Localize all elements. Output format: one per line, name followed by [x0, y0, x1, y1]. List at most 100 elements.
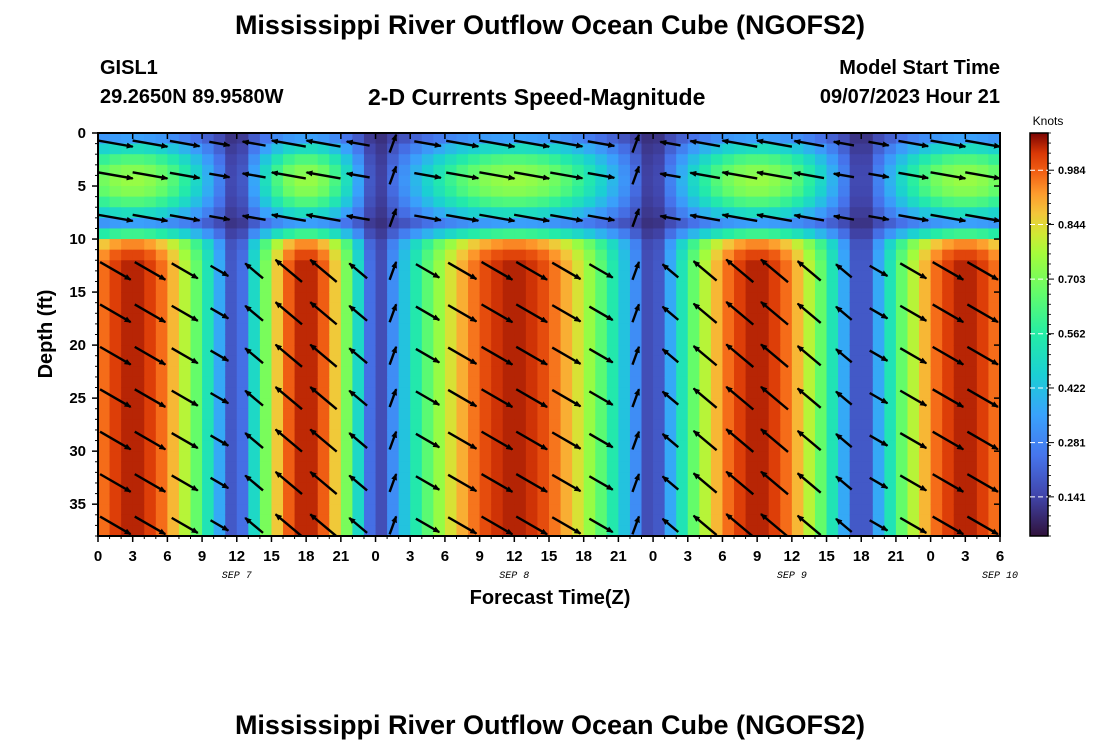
heat-cell	[872, 451, 885, 463]
heat-cell	[629, 186, 643, 198]
heat-cell	[121, 133, 134, 145]
heat-cell	[352, 525, 365, 536]
heat-cell	[549, 270, 562, 283]
heat-cell	[306, 376, 319, 389]
heat-cell	[664, 482, 677, 495]
heat-cell	[734, 355, 747, 367]
heat-cell	[988, 472, 1000, 484]
heat-cell	[363, 376, 377, 389]
heat-cell	[687, 366, 700, 378]
heat-cell	[155, 334, 168, 346]
heat-cell	[664, 164, 677, 177]
x-tick-label: 3	[129, 548, 137, 565]
current-vector	[692, 429, 718, 452]
heat-cell	[410, 207, 423, 219]
heat-cell	[745, 207, 758, 219]
heat-cell	[560, 482, 573, 495]
current-vector	[760, 428, 789, 453]
heat-cell	[375, 196, 388, 208]
heat-cell	[722, 429, 735, 442]
heat-cell	[618, 440, 631, 452]
heat-cell	[734, 461, 747, 473]
heat-cell	[849, 313, 862, 325]
heat-cell	[930, 504, 943, 516]
heat-cell	[283, 355, 296, 367]
heat-cell	[491, 429, 504, 442]
heat-cell	[653, 239, 666, 251]
heat-cell	[213, 451, 226, 463]
heat-cell	[814, 239, 828, 251]
heat-cell	[583, 398, 596, 410]
heat-cell	[283, 175, 296, 187]
heat-cell	[479, 239, 492, 251]
heat-cell	[861, 154, 874, 166]
heat-cell	[699, 440, 712, 452]
heat-cell	[283, 270, 296, 283]
heat-cell	[618, 217, 631, 230]
current-vector	[171, 262, 199, 280]
current-vector	[244, 304, 264, 322]
heat-cell	[525, 472, 539, 484]
heat-cell	[213, 345, 226, 357]
heat-cell	[109, 313, 122, 325]
heat-cell	[687, 525, 700, 536]
heat-cell	[618, 260, 631, 272]
heat-cell	[352, 175, 365, 187]
heat-cell	[248, 419, 261, 431]
heat-cell	[421, 514, 434, 526]
heat-cell	[329, 270, 342, 283]
heat-cell	[872, 525, 885, 536]
heat-cell	[98, 355, 111, 367]
heat-cell	[791, 175, 805, 187]
heat-cell	[479, 429, 492, 442]
heat-cell	[757, 461, 770, 473]
heat-cell	[340, 143, 354, 155]
heat-cell	[734, 472, 747, 484]
heat-cell	[803, 514, 816, 526]
heat-cell	[919, 366, 932, 378]
heat-cell	[965, 292, 978, 304]
heat-cell	[780, 387, 793, 399]
heat-cell	[791, 249, 805, 261]
heat-cell	[433, 292, 446, 304]
heat-cell	[387, 355, 400, 367]
heat-cell	[109, 207, 122, 219]
heat-cell	[340, 186, 354, 198]
current-vector	[479, 139, 516, 149]
heat-cell	[895, 419, 909, 431]
heat-cell	[190, 387, 203, 399]
heat-cell	[456, 196, 469, 208]
heat-cell	[745, 239, 758, 251]
heat-cell	[872, 482, 885, 495]
heat-cell	[641, 260, 654, 272]
heat-cell	[618, 207, 631, 219]
heat-cell	[479, 472, 492, 484]
current-vector	[550, 213, 584, 223]
heat-cell	[572, 302, 585, 314]
heat-cell	[710, 164, 724, 177]
heat-cell	[687, 228, 700, 240]
heat-cell	[329, 493, 342, 505]
heat-cell	[872, 175, 885, 187]
heat-cell	[225, 186, 238, 198]
heat-cell	[988, 217, 1000, 230]
heat-cell	[236, 154, 249, 166]
heat-cell	[803, 154, 816, 166]
current-vector	[631, 303, 641, 323]
current-vector	[348, 262, 368, 280]
heat-cell	[560, 249, 573, 261]
heat-cell	[178, 419, 192, 431]
heat-cell	[525, 281, 539, 293]
heat-cell	[907, 355, 920, 367]
heat-cell	[814, 143, 828, 155]
heat-cell	[653, 270, 666, 283]
heat-cell	[283, 429, 296, 442]
heat-cell	[167, 419, 180, 431]
current-vector	[414, 171, 442, 180]
current-vector	[480, 345, 514, 366]
heat-cell	[479, 387, 492, 399]
heat-cell	[595, 472, 608, 484]
heat-cell	[884, 133, 897, 145]
heat-cell	[225, 302, 238, 314]
heat-cell	[560, 302, 573, 314]
